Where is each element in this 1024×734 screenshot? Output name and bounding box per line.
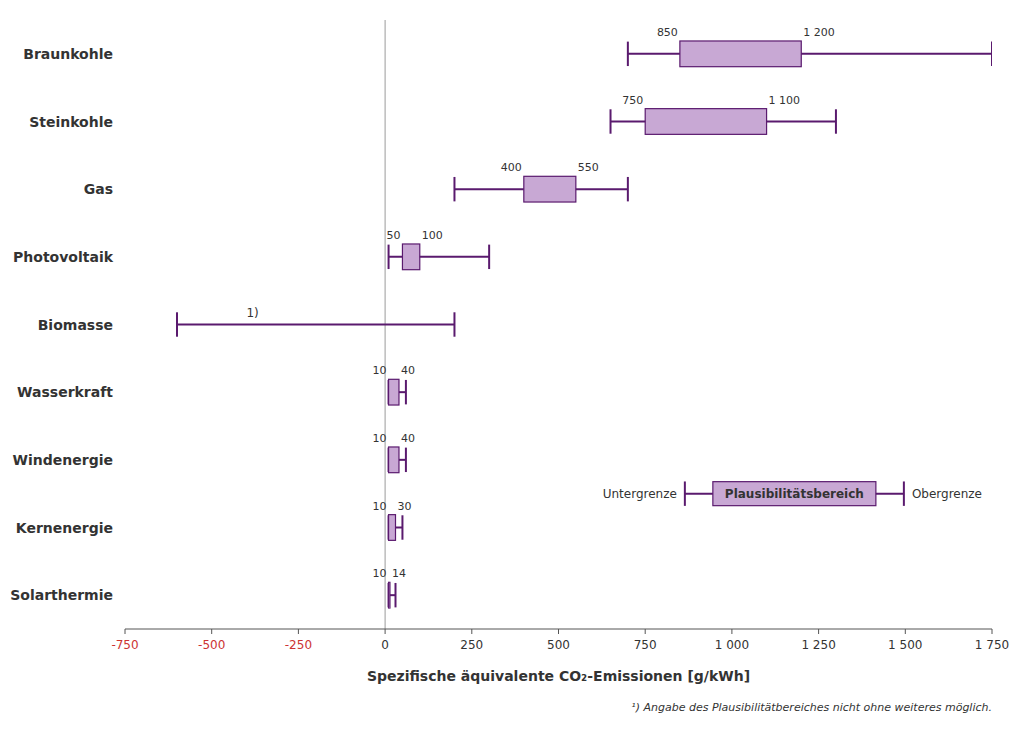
box xyxy=(389,582,390,608)
legend-label: Obergrenze xyxy=(912,487,982,501)
whisker-cap-high xyxy=(405,448,407,472)
x-axis-label: Spezifische äquivalente CO₂-Emissionen [… xyxy=(367,668,750,684)
x-axis: -750 -500 -250 0 250 500 750 1 000 1 250 1 500 1 7… xyxy=(111,629,1009,652)
tick xyxy=(992,629,993,634)
legend-box xyxy=(713,482,876,506)
legend-label: Plausibilitätsbereich xyxy=(725,487,864,501)
box xyxy=(680,41,801,67)
tick xyxy=(558,629,559,634)
footnote: ¹) Angabe des Plausibilitätbereiches nic… xyxy=(631,701,992,714)
box xyxy=(389,379,399,405)
data-label: 1 200 xyxy=(803,26,835,39)
tick-label: 500 xyxy=(547,638,570,652)
whisker-cap-low xyxy=(388,583,390,607)
whisker-cap-low xyxy=(610,109,612,133)
whisker-cap-low xyxy=(176,312,178,336)
tick-label: 1 750 xyxy=(975,638,1009,652)
annotation: 1) xyxy=(246,306,258,320)
category-label: Gas xyxy=(84,181,113,197)
whisker-cap-high xyxy=(401,515,403,539)
tick xyxy=(905,629,906,634)
category-label: Braunkohle xyxy=(23,46,113,62)
whisker-cap-low xyxy=(627,42,629,66)
whisker-cap-high xyxy=(453,312,455,336)
legend: Untergrenze Obergrenze Plausibilitätsberei… xyxy=(603,481,982,505)
tick-label: -500 xyxy=(198,638,225,652)
tick xyxy=(731,629,732,634)
tick-label: 1 000 xyxy=(715,638,749,652)
tick-label: 1 250 xyxy=(801,638,835,652)
category-label: Windenergie xyxy=(13,452,113,468)
category-label: Biomasse xyxy=(38,317,113,333)
data-label: 400 xyxy=(501,161,522,174)
tick-label: -750 xyxy=(111,638,138,652)
legend-cap xyxy=(903,481,905,505)
tick xyxy=(818,629,819,634)
data-label: 750 xyxy=(622,94,643,107)
whisker-cap-high xyxy=(991,42,992,66)
data-label: 14 xyxy=(392,567,406,580)
data-label: 850 xyxy=(657,26,678,39)
tick xyxy=(211,629,212,634)
y-axis: Braunkohle Steinkohle Gas Photovoltaik Bioma… xyxy=(10,46,113,603)
tick xyxy=(471,629,472,634)
box xyxy=(389,447,399,473)
category-label: Solarthermie xyxy=(10,587,113,603)
box xyxy=(389,515,396,541)
data-label: 550 xyxy=(578,161,599,174)
category-label: Steinkohle xyxy=(29,114,113,130)
data-label: 30 xyxy=(398,500,412,513)
data-label: 10 xyxy=(373,364,387,377)
data-label: 10 xyxy=(373,432,387,445)
tick xyxy=(125,629,126,634)
data-label: 40 xyxy=(401,364,415,377)
tick xyxy=(645,629,646,634)
box xyxy=(524,176,576,202)
tick xyxy=(385,629,386,634)
whisker xyxy=(177,324,454,326)
data-label: 50 xyxy=(386,229,400,242)
data-label: 10 xyxy=(373,500,387,513)
whisker-cap-high xyxy=(405,380,407,404)
chart: -750 -500 -250 0 250 500 750 1 000 1 250 1 500 1 7… xyxy=(0,0,1024,734)
whisker-cap-low xyxy=(388,245,390,269)
data-label: 40 xyxy=(401,432,415,445)
box xyxy=(645,109,766,135)
tick-label: 1 500 xyxy=(888,638,922,652)
category-label: Kernenergie xyxy=(16,520,113,536)
tick-label: 0 xyxy=(381,638,389,652)
whisker-cap-low xyxy=(453,177,455,201)
tick-label: -250 xyxy=(285,638,312,652)
data-label: 10 xyxy=(373,567,387,580)
box xyxy=(402,244,419,270)
tick-label: 750 xyxy=(634,638,657,652)
category-label: Wasserkraft xyxy=(17,384,113,400)
tick xyxy=(298,629,299,634)
whisker-cap-high xyxy=(627,177,629,201)
whisker-cap-high xyxy=(835,109,837,133)
data-label: 1 100 xyxy=(769,94,801,107)
legend-cap xyxy=(684,481,686,505)
legend-label: Untergrenze xyxy=(603,487,677,501)
tick-label: 250 xyxy=(460,638,483,652)
category-label: Photovoltaik xyxy=(13,249,114,265)
whisker-cap-high xyxy=(395,583,397,607)
data-label: 100 xyxy=(422,229,443,242)
whisker-cap-high xyxy=(488,245,490,269)
marks xyxy=(177,41,992,608)
